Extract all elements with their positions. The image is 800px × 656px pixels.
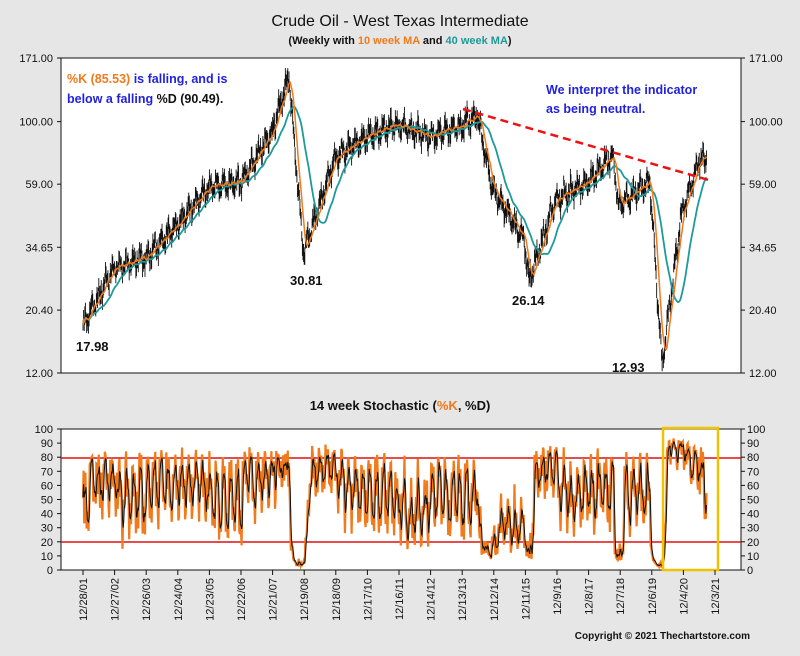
- x-tick-label: 12/3/21: [710, 578, 722, 615]
- low-label-2001: 17.98: [76, 339, 109, 354]
- x-tick-label: 12/26/03: [141, 578, 153, 621]
- stochastic-y-axis: 0 0 10 10 20 20 30 30 40 40 50 50 60 60 70 70 80 80 90 90 10…: [35, 424, 766, 577]
- y-tick-label-left: 34.65: [25, 242, 53, 254]
- x-tick-label: 12/19/08: [299, 578, 311, 621]
- low-label-2008: 30.81: [290, 273, 323, 288]
- y-tick-label-right: 100.00: [749, 117, 783, 129]
- y-tick-label-right: 12.00: [749, 368, 777, 380]
- y-tick-label-left: 100.00: [19, 117, 53, 129]
- stoch-tick-label-left: 10: [41, 551, 53, 563]
- ma40-line: [82, 105, 708, 326]
- x-tick-label: 12/22/06: [236, 578, 248, 621]
- price-y-axis: 171.00 171.00 100.00 100.00 59.00 59.00 34.65 3…: [19, 53, 782, 380]
- x-tick-label: 12/27/02: [110, 578, 122, 621]
- y-tick-label-left: 12.00: [25, 368, 53, 380]
- stoch-tick-label-right: 80: [747, 452, 759, 464]
- x-tick-label: 12/9/16: [552, 578, 564, 615]
- x-axis: 12/28/01 12/27/02 12/26/03 12/24/04 12/23/05…: [78, 570, 722, 621]
- y-tick-label-right: 171.00: [749, 53, 783, 65]
- stoch-tick-label-right: 40: [747, 509, 759, 521]
- stoch-tick-label-left: 40: [41, 509, 53, 521]
- ma10-line: [82, 81, 707, 351]
- stoch-tick-label-right: 0: [747, 565, 753, 577]
- stoch-tick-label-right: 90: [747, 438, 759, 450]
- x-tick-label: 12/23/05: [204, 578, 216, 621]
- x-tick-label: 12/28/01: [78, 578, 90, 621]
- x-tick-label: 12/18/09: [331, 578, 343, 621]
- stoch-tick-label-right: 60: [747, 480, 759, 492]
- interpret-note-line1: We interpret the indicator: [546, 83, 697, 97]
- stoch-tick-label-right: 30: [747, 523, 759, 535]
- y-tick-label-left: 20.40: [25, 305, 53, 317]
- stoch-tick-label-left: 60: [41, 480, 53, 492]
- stochastic-title: 14 week Stochastic (%K, %D): [310, 398, 491, 413]
- x-tick-label: 12/12/14: [489, 578, 501, 621]
- interpret-note-line2: as being neutral.: [546, 102, 645, 116]
- y-tick-label-right: 20.40: [749, 305, 777, 317]
- y-tick-label-right: 59.00: [749, 179, 777, 191]
- x-tick-label: 12/13/13: [457, 578, 469, 621]
- x-tick-label: 12/8/17: [584, 578, 596, 615]
- stoch-tick-label-left: 0: [47, 565, 53, 577]
- x-tick-label: 12/7/18: [615, 578, 627, 615]
- highlight-box: [661, 426, 720, 572]
- x-tick-label: 12/11/15: [520, 578, 532, 620]
- y-tick-label-left: 59.00: [25, 179, 53, 191]
- x-tick-label: 12/4/20: [678, 578, 690, 615]
- stoch-tick-label-right: 70: [747, 466, 759, 478]
- percent-d-line: [82, 441, 707, 568]
- x-tick-label: 12/21/07: [268, 578, 280, 621]
- stoch-tick-label-right: 10: [747, 551, 759, 563]
- stoch-tick-label-left: 100: [35, 424, 53, 436]
- stoch-tick-label-left: 70: [41, 466, 53, 478]
- chart-title: Crude Oil - West Texas Intermediate: [271, 13, 528, 30]
- chart-subtitle: (Weekly with 10 week MA and 40 week MA): [288, 35, 512, 47]
- stoch-tick-label-right: 100: [747, 424, 765, 436]
- low-label-2020: 12.93: [612, 360, 645, 375]
- k-note-line1: %K (85.53) is falling, and is: [67, 72, 228, 86]
- price-panel: [60, 57, 742, 374]
- x-tick-label: 12/24/04: [173, 578, 185, 621]
- resistance-trendline: [462, 107, 713, 183]
- x-tick-label: 12/6/19: [647, 578, 659, 615]
- copyright: Copyright © 2021 Thechartstore.com: [575, 631, 750, 642]
- x-tick-label: 12/14/12: [426, 578, 438, 621]
- y-tick-label-left: 171.00: [19, 53, 53, 65]
- stoch-tick-label-right: 50: [747, 495, 759, 507]
- percent-k-line: [81, 438, 708, 570]
- y-tick-label-right: 34.65: [749, 242, 777, 254]
- stoch-tick-label-left: 90: [41, 438, 53, 450]
- stoch-tick-label-right: 20: [747, 537, 759, 549]
- stoch-tick-label-left: 80: [41, 452, 53, 464]
- x-tick-label: 12/17/10: [362, 578, 374, 621]
- x-tick-label: 12/16/11: [394, 578, 406, 620]
- k-note-line2: below a falling %D (90.49).: [67, 92, 223, 106]
- stoch-tick-label-left: 50: [41, 495, 53, 507]
- stoch-tick-label-left: 30: [41, 523, 53, 535]
- stoch-tick-label-left: 20: [41, 537, 53, 549]
- low-label-2016: 26.14: [512, 293, 545, 308]
